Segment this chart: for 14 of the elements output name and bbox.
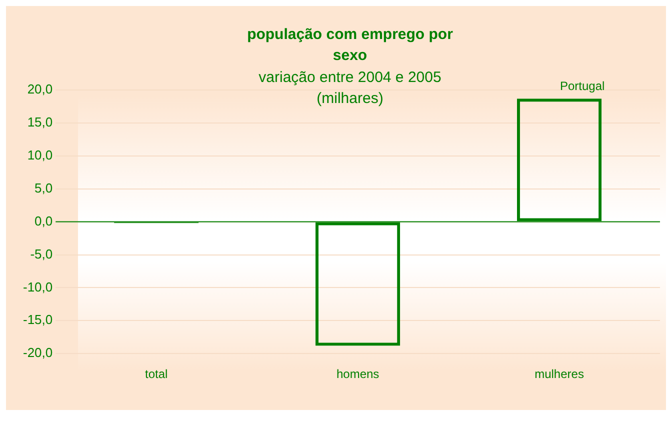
y-tick-label: -15,0 — [22, 312, 53, 328]
y-tick-label: -10,0 — [22, 279, 53, 294]
y-tick-label: 5,0 — [34, 180, 53, 196]
series-label: Portugal — [560, 79, 605, 93]
y-tick-label: 15,0 — [27, 114, 53, 130]
y-tick-label: -20,0 — [22, 345, 53, 360]
y-tick-label: 20,0 — [27, 82, 53, 97]
chart-subtitle: variação entre 2004 e 2005 (milhares) — [258, 68, 442, 109]
y-tick-label: -5,0 — [30, 246, 53, 262]
x-tick-label: mulheres — [534, 367, 584, 382]
x-tick-label: total — [145, 367, 168, 382]
y-tick-label: 10,0 — [27, 147, 53, 162]
y-tick-label: 0,0 — [34, 213, 53, 228]
x-tick-label: homens — [336, 367, 380, 382]
